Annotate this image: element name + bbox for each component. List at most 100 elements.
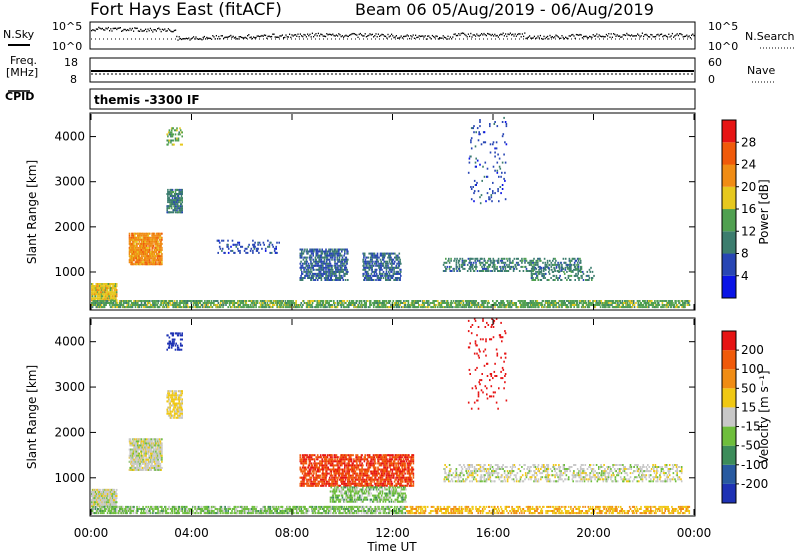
data-cell	[297, 304, 300, 306]
data-cell	[449, 270, 452, 272]
noise-point	[127, 29, 129, 31]
data-cell	[542, 277, 545, 279]
data-cell	[486, 175, 489, 178]
data-cell	[330, 300, 333, 302]
data-cell	[103, 285, 105, 288]
data-cell	[351, 304, 354, 306]
data-cell	[158, 244, 160, 247]
data-cell	[227, 306, 229, 309]
data-cell	[138, 255, 141, 258]
data-cell	[305, 306, 308, 309]
data-cell	[518, 263, 520, 266]
data-cell	[369, 300, 372, 302]
data-cell	[94, 297, 97, 300]
data-cell	[287, 302, 289, 304]
data-cell	[556, 270, 559, 272]
data-cell	[170, 195, 173, 197]
data-cell	[129, 261, 131, 264]
data-cell	[227, 251, 230, 254]
data-cell	[570, 302, 572, 304]
data-cell	[504, 265, 507, 268]
data-cell	[473, 179, 476, 182]
data-cell	[388, 306, 390, 309]
data-cell	[134, 302, 137, 304]
data-cell	[113, 293, 116, 296]
data-cell	[215, 300, 217, 302]
data-cell	[552, 259, 554, 262]
data-cell	[507, 270, 510, 272]
data-cell	[115, 289, 117, 292]
data-cell	[310, 268, 312, 271]
data-cell	[459, 304, 462, 306]
data-cell	[252, 239, 254, 242]
noise-point	[508, 33, 510, 36]
data-cell	[320, 254, 323, 257]
data-cell	[666, 306, 668, 309]
data-cell	[328, 279, 331, 281]
data-cell	[475, 157, 477, 160]
data-cell	[210, 304, 212, 306]
data-cell	[544, 261, 547, 264]
data-cell	[388, 260, 391, 263]
noise-point	[253, 36, 255, 38]
data-cell	[530, 259, 533, 262]
data-cell	[159, 261, 162, 264]
noise-point	[433, 35, 435, 38]
data-cell	[168, 197, 171, 200]
data-cell	[574, 265, 577, 268]
data-cell	[671, 300, 673, 302]
data-cell	[541, 306, 544, 309]
data-cell	[346, 260, 348, 263]
data-cell	[322, 250, 325, 253]
data-cell	[180, 306, 183, 309]
data-cell	[253, 247, 256, 250]
noise-point	[639, 36, 641, 38]
data-cell	[337, 304, 340, 306]
noise-point	[565, 36, 567, 38]
data-cell	[393, 262, 395, 265]
data-cell	[331, 266, 333, 269]
data-cell	[399, 304, 401, 306]
data-cell	[433, 302, 435, 304]
data-cell	[569, 304, 572, 306]
data-cell	[614, 306, 616, 309]
data-cell	[238, 300, 241, 302]
data-cell	[473, 190, 476, 193]
noise-point	[505, 33, 507, 35]
data-cell	[393, 306, 395, 309]
noise-point	[286, 36, 288, 38]
data-cell	[376, 256, 379, 259]
data-cell	[341, 260, 344, 263]
data-cell	[270, 300, 272, 302]
data-cell	[643, 306, 646, 309]
data-cell	[688, 300, 691, 302]
noise-point	[482, 34, 484, 36]
data-cell	[112, 300, 115, 302]
data-cell	[504, 161, 507, 164]
data-cell	[509, 300, 511, 302]
data-cell	[477, 190, 480, 193]
data-cell	[114, 304, 116, 306]
data-cell	[591, 270, 594, 273]
data-cell	[377, 274, 379, 277]
data-cell	[176, 306, 179, 309]
data-cell	[388, 274, 390, 277]
data-cell	[566, 300, 569, 302]
noise-point	[367, 35, 369, 37]
data-cell	[538, 306, 540, 309]
data-cell	[192, 304, 195, 306]
data-cell	[391, 277, 394, 279]
data-cell	[129, 244, 131, 247]
noise-point	[112, 27, 114, 30]
noise-point	[314, 34, 316, 36]
data-cell	[131, 232, 134, 235]
data-cell	[472, 267, 474, 270]
data-cell	[504, 141, 506, 144]
data-cell	[324, 270, 326, 273]
noise-point	[650, 33, 652, 36]
data-cell	[461, 304, 464, 306]
noise-point	[322, 35, 324, 37]
data-cell	[455, 302, 457, 304]
data-cell	[336, 277, 339, 279]
data-cell	[441, 306, 444, 309]
